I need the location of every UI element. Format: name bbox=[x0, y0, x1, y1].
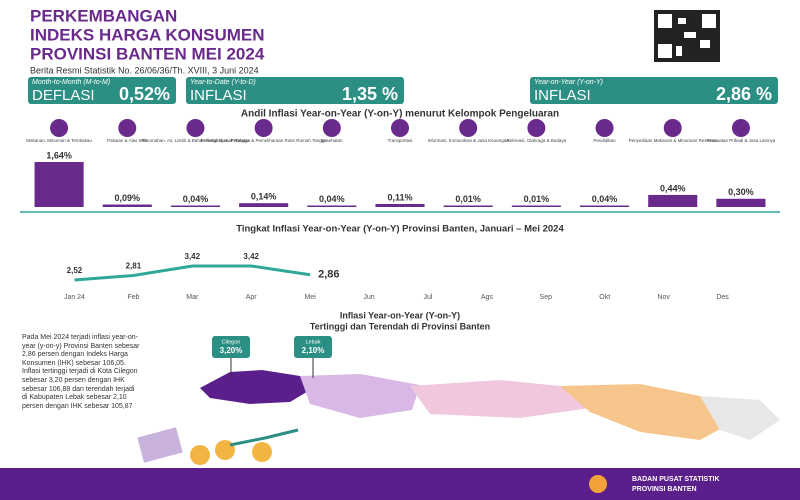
x-tick-label: Jun bbox=[363, 294, 374, 301]
coins-decoration bbox=[137, 427, 299, 465]
logo bbox=[589, 475, 607, 493]
x-tick-label: Jul bbox=[423, 294, 432, 301]
x-tick-label: Sep bbox=[540, 294, 553, 301]
category-icon bbox=[731, 119, 750, 137]
bar bbox=[511, 205, 561, 207]
card-kind: DEFLASI bbox=[32, 87, 95, 104]
callout-name: Cilegon bbox=[222, 339, 241, 345]
value-label: 0,30% bbox=[728, 187, 754, 197]
category-label: Makanan, Minuman & Tembakau bbox=[26, 138, 92, 143]
map-title: Inflasi Year-on-Year (Y-on-Y) bbox=[340, 310, 460, 320]
footer-text: PROVINSI BANTEN bbox=[632, 486, 697, 493]
value-label: 0,04% bbox=[183, 194, 209, 204]
category-icon bbox=[322, 119, 341, 137]
category-icon bbox=[663, 119, 682, 137]
x-tick-label: Mei bbox=[304, 294, 316, 301]
category-icon bbox=[391, 119, 409, 137]
value-label: 3,42 bbox=[185, 252, 201, 261]
title-line: INDEKS HARGA KONSUMEN bbox=[30, 25, 265, 44]
category-label: Pakaian & Alas Kaki bbox=[107, 138, 147, 143]
card bbox=[28, 77, 176, 104]
x-tick-label: Nov bbox=[657, 294, 670, 301]
footer-band bbox=[0, 468, 800, 500]
value-label: 0,14% bbox=[251, 192, 277, 202]
card-value: 0,52% bbox=[119, 84, 170, 104]
value-label: 2,81 bbox=[126, 262, 142, 271]
callout-value: 2,10% bbox=[302, 346, 325, 355]
bar bbox=[648, 194, 698, 207]
subtitle: Berita Resmi Statistik No. 26/06/36/Th. … bbox=[30, 65, 259, 75]
value-label: 0,04% bbox=[592, 194, 618, 204]
category-label: Informasi, Komunikasi & Jasa Keuangan bbox=[428, 138, 510, 143]
category-label: Perlengkapan, Peralatan & Pemeliharaan R… bbox=[201, 138, 328, 143]
value-label: 0,04% bbox=[319, 194, 345, 204]
line-title: Tingkat Inflasi Year-on-Year (Y-on-Y) Pr… bbox=[236, 224, 564, 235]
x-tick-label: Okt bbox=[599, 294, 610, 301]
footer-text: BADAN PUSAT STATISTIK bbox=[632, 476, 720, 483]
card-period: Year-on-Year (Y-on-Y) bbox=[534, 79, 603, 86]
bar bbox=[375, 203, 425, 207]
line bbox=[74, 264, 311, 282]
category-icon bbox=[459, 119, 478, 137]
card-period: Month-to-Month (M-to-M) bbox=[32, 79, 110, 86]
x-tick-label: Des bbox=[716, 294, 729, 301]
summary-text: Pada Mei 2024 terjadi inflasi year-on-ye… bbox=[22, 334, 140, 410]
callout-name: Lebak bbox=[306, 339, 321, 345]
category-label: Perawatan Pribadi & Jasa Lainnya bbox=[707, 138, 776, 143]
category-icon bbox=[595, 119, 614, 137]
x-tick-label: Ags bbox=[481, 294, 494, 301]
value-label: 2,52 bbox=[67, 266, 83, 275]
map bbox=[200, 370, 780, 440]
x-tick-label: Mar bbox=[186, 294, 199, 301]
value-label: 0,01% bbox=[524, 194, 550, 204]
bar bbox=[102, 204, 152, 207]
x-tick-label: Apr bbox=[246, 294, 258, 301]
x-tick-label: Jan 24 bbox=[64, 294, 85, 301]
category-label: Pendidikan bbox=[593, 138, 616, 143]
value-label: 3,42 bbox=[243, 252, 259, 261]
category-icon bbox=[254, 119, 273, 137]
category-label: Penyediaan Makanan & Minuman/ Restoran bbox=[629, 138, 718, 143]
value-label: 0,11% bbox=[387, 192, 412, 202]
card bbox=[530, 77, 778, 104]
category-icon bbox=[186, 119, 205, 137]
value-label: 0,44% bbox=[660, 183, 686, 193]
category-label: Rekreasi, Olahraga & Budaya bbox=[507, 138, 567, 143]
map-subtitle: Tertinggi dan Terendah di Provinsi Bante… bbox=[310, 321, 490, 331]
category-label: Perumahan, Air, Listrik & Bahan Bakar Ru… bbox=[141, 138, 250, 143]
category-label: Kesehatan bbox=[321, 138, 343, 143]
bar bbox=[580, 205, 630, 207]
category-icon bbox=[118, 119, 137, 137]
value-label: 0,09% bbox=[115, 193, 141, 203]
title-line: PROVINSI BANTEN MEI 2024 bbox=[30, 44, 265, 63]
card bbox=[186, 77, 404, 104]
category-label: Transportasi bbox=[388, 138, 413, 143]
bar bbox=[307, 205, 357, 207]
bar bbox=[239, 203, 289, 207]
bar-title: Andil Inflasi Year-on-Year (Y-on-Y) menu… bbox=[241, 109, 559, 120]
callout: Cilegon 3,20% bbox=[212, 336, 250, 378]
card-kind: INFLASI bbox=[190, 87, 247, 104]
value-label: 0,01% bbox=[455, 194, 481, 204]
value-label: 2,86 bbox=[318, 269, 339, 281]
card-value: 2,86 % bbox=[716, 84, 772, 104]
value-label: 1,64% bbox=[46, 150, 72, 160]
bar bbox=[34, 162, 84, 207]
x-tick-label: Feb bbox=[127, 294, 139, 301]
callout: Lebak 2,10% bbox=[294, 336, 332, 378]
callout-value: 3,20% bbox=[220, 346, 243, 355]
card-kind: INFLASI bbox=[534, 87, 591, 104]
title-line: PERKEMBANGAN bbox=[30, 6, 177, 25]
category-icon bbox=[527, 119, 546, 137]
card-value: 1,35 % bbox=[342, 84, 398, 104]
bar bbox=[443, 205, 493, 207]
bar bbox=[716, 198, 766, 207]
bar bbox=[170, 205, 220, 207]
qr-code bbox=[654, 10, 720, 62]
card-period: Year-to-Date (Y-to-D) bbox=[190, 79, 256, 86]
category-icon bbox=[50, 119, 69, 137]
